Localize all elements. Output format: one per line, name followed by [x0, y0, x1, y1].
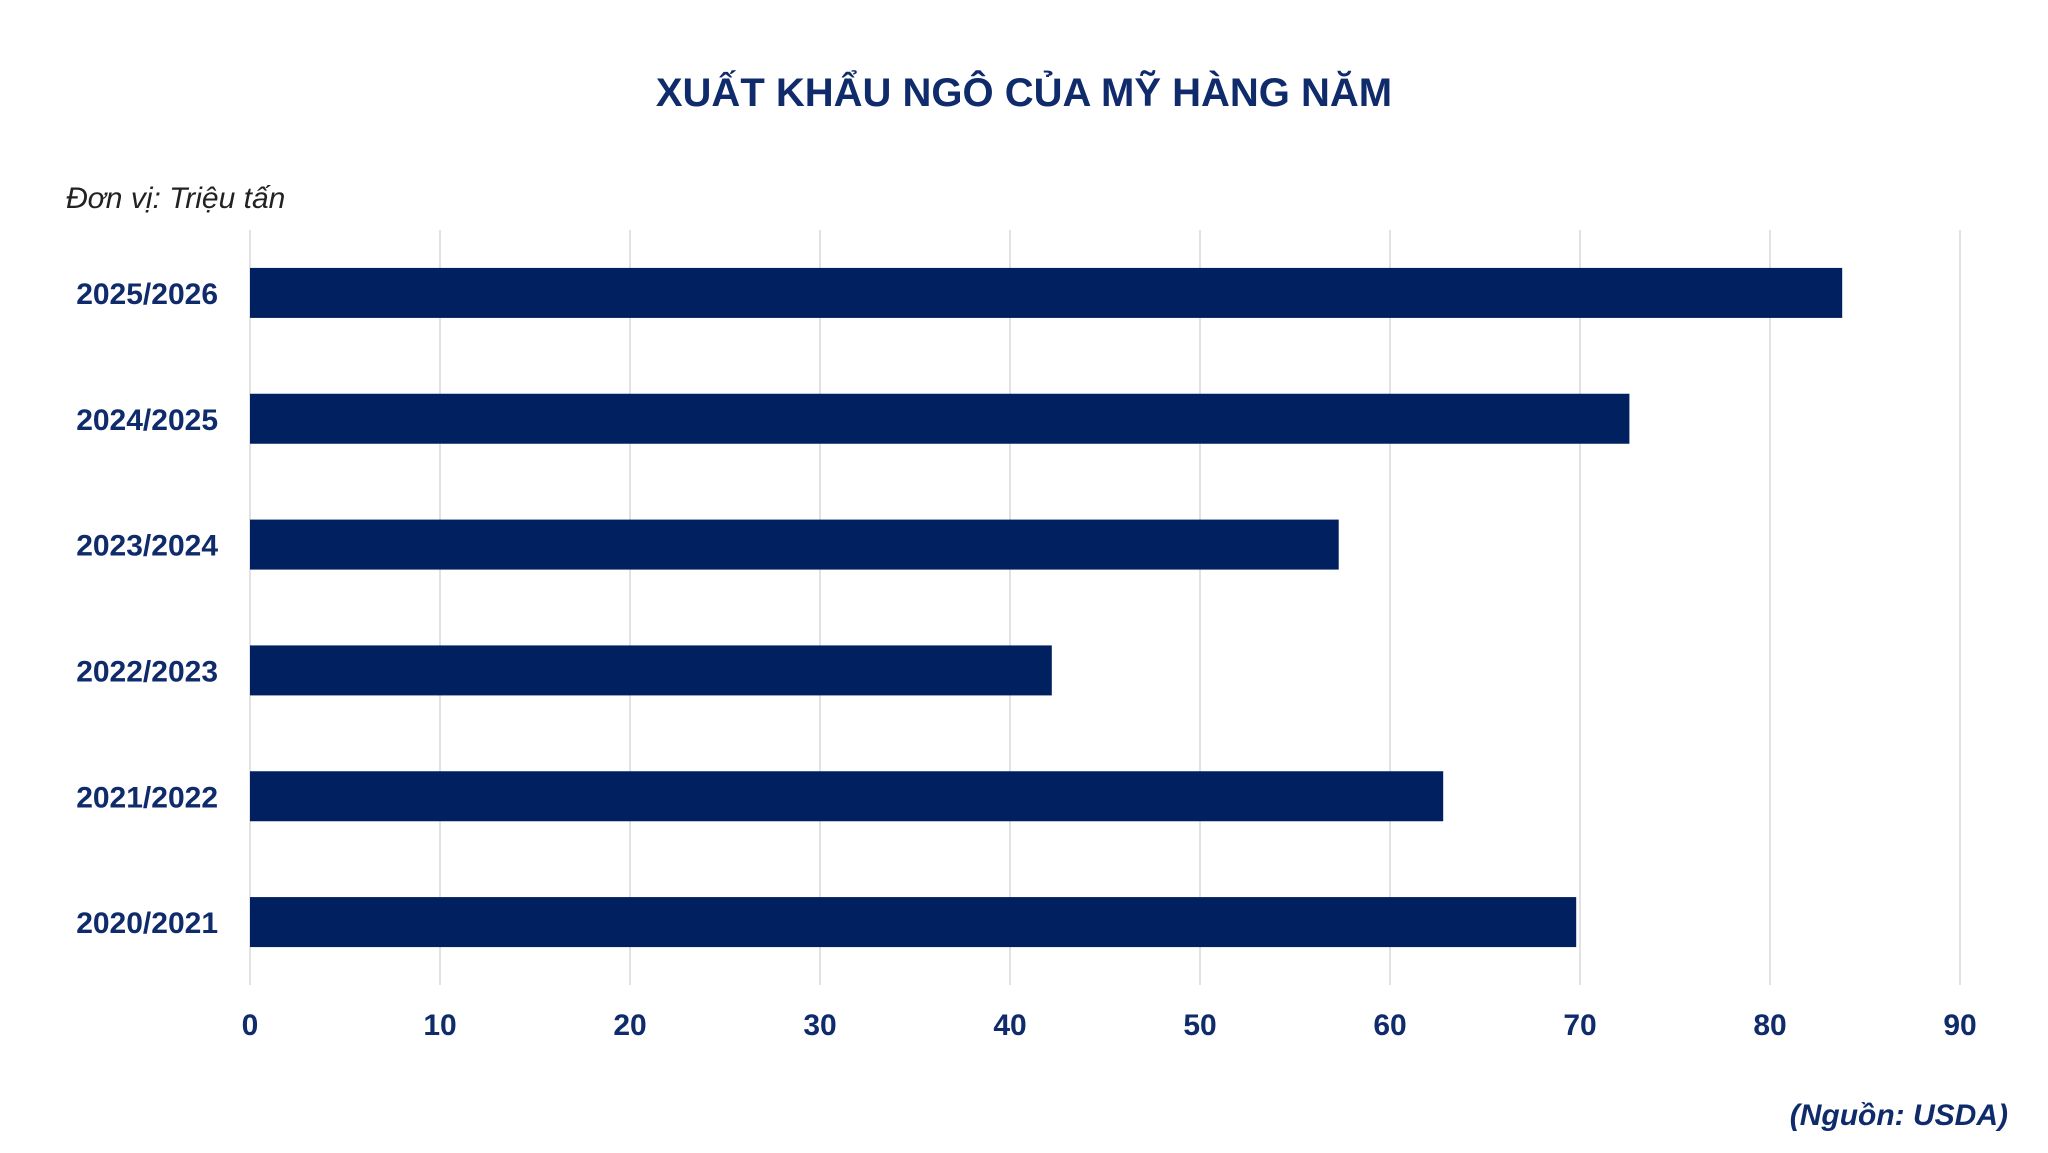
bar — [250, 771, 1444, 822]
bar — [250, 393, 1630, 444]
x-tick-label: 20 — [613, 1009, 646, 1042]
bars — [250, 267, 1843, 948]
category-label: 2023/2024 — [76, 530, 218, 563]
x-tick-label: 10 — [423, 1009, 456, 1042]
bar — [250, 645, 1052, 696]
category-label: 2022/2023 — [76, 655, 218, 688]
x-tick-label: 30 — [803, 1009, 836, 1042]
category-label: 2025/2026 — [76, 278, 218, 311]
x-tick-label: 70 — [1563, 1009, 1596, 1042]
x-tick-label: 40 — [993, 1009, 1026, 1042]
unit-label: Đơn vị: Triệu tấn — [66, 182, 285, 215]
chart-title: XUẤT KHẨU NGÔ CỦA MỸ HÀNG NĂM — [656, 68, 1392, 115]
bar — [250, 267, 1843, 318]
category-labels: 2025/2026 2024/2025 2023/2024 2022/2023 2021… — [76, 278, 218, 940]
x-tick-labels: 0 10 20 30 40 50 60 70 80 90 — [242, 1009, 1977, 1042]
x-tick-label: 50 — [1183, 1009, 1216, 1042]
category-label: 2020/2021 — [76, 907, 218, 940]
x-tick-label: 90 — [1943, 1009, 1976, 1042]
bar — [250, 897, 1577, 948]
category-label: 2024/2025 — [76, 404, 218, 437]
gridlines — [249, 230, 1961, 985]
x-tick-label: 60 — [1373, 1009, 1406, 1042]
bar — [250, 519, 1339, 570]
x-tick-label: 0 — [242, 1009, 259, 1042]
x-tick-label: 80 — [1753, 1009, 1786, 1042]
category-label: 2021/2022 — [76, 781, 218, 814]
source-label: (Nguồn: USDA) — [1790, 1099, 2008, 1132]
